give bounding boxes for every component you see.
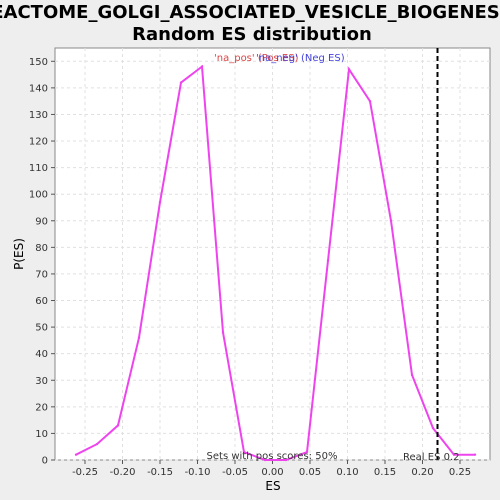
x-tick-label: 0.25	[449, 467, 471, 478]
y-tick-label: 10	[35, 429, 48, 440]
y-tick-label: 80	[35, 243, 48, 254]
x-tick-label: 0.10	[336, 467, 358, 478]
data-point	[326, 259, 330, 262]
y-tick-label: 130	[29, 110, 48, 121]
y-tick-label: 100	[29, 190, 48, 201]
data-point	[116, 424, 120, 427]
y-tick-label: 20	[35, 402, 48, 413]
y-tick-label: 150	[29, 57, 48, 68]
data-point	[347, 68, 351, 71]
data-point	[200, 65, 204, 68]
x-tick-label: -0.10	[185, 467, 211, 478]
data-point	[263, 458, 267, 462]
series-line	[75, 64, 475, 461]
y-tick-label: 0	[42, 456, 48, 467]
real-es-label: Real ES 0.2	[403, 452, 459, 463]
y-tick-label: 90	[35, 216, 48, 227]
legend-item-neg: 'na_neg' (Neg ES)	[256, 53, 345, 64]
data-point	[95, 442, 99, 446]
data-point	[137, 336, 141, 339]
x-tick-label: -0.05	[222, 467, 248, 478]
legend-item-pos: 'na_pos' (Pos ES)	[214, 53, 299, 64]
data-point	[158, 200, 162, 204]
y-tick-label: 140	[29, 83, 48, 94]
data-point	[179, 81, 183, 84]
y-axis-ticks: 0 10 20 30 40 50 60 70 80 90 100 110 120 130 140 150	[29, 57, 55, 467]
data-point	[284, 458, 288, 462]
x-axis-ticks: -0.25 -0.20 -0.15 -0.10 -0.05 0.00 0.05 0.10 0.1…	[72, 460, 471, 478]
data-point	[410, 373, 414, 377]
y-tick-label: 50	[35, 323, 48, 334]
x-tick-label: -0.20	[110, 467, 136, 478]
chart-title-line2: Random ES distribution	[132, 24, 372, 45]
x-tick-label: -0.15	[147, 467, 173, 478]
chart-title-line1: REACTOME_GOLGI_ASSOCIATED_VESICLE_BIOGEN…	[0, 2, 500, 23]
y-axis-label: P(ES)	[12, 238, 26, 270]
y-tick-label: 70	[35, 269, 48, 280]
x-axis-label: ES	[265, 479, 280, 493]
data-point	[74, 453, 78, 456]
x-tick-label: 0.20	[411, 467, 433, 478]
y-tick-label: 60	[35, 296, 48, 307]
series-layer	[74, 64, 477, 462]
pos-scores-label: Sets with pos scores: 50%	[207, 451, 338, 462]
data-point	[452, 453, 456, 456]
x-tick-label: 0.15	[374, 467, 396, 478]
data-point	[221, 331, 225, 334]
x-tick-label: 0.05	[299, 467, 321, 478]
y-tick-label: 110	[29, 163, 48, 174]
data-point	[473, 453, 477, 456]
y-tick-label: 120	[29, 137, 48, 148]
y-tick-label: 40	[35, 349, 48, 360]
x-tick-label: -0.25	[72, 467, 98, 478]
grid-lines	[55, 48, 490, 461]
y-tick-label: 30	[35, 376, 48, 387]
data-point	[431, 426, 435, 430]
data-point	[368, 99, 372, 103]
data-point	[305, 450, 309, 454]
data-point	[389, 219, 393, 222]
data-point	[242, 450, 246, 454]
x-tick-label: 0.00	[261, 467, 283, 478]
